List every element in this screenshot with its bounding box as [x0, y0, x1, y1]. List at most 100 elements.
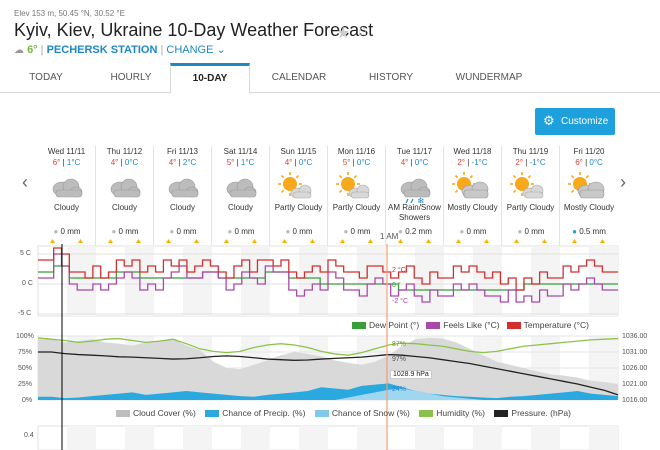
sun-markers — [444, 239, 502, 245]
day-name: Tue 11/17 — [396, 147, 433, 156]
legend-chance-snow[interactable]: Chance of Snow (%) — [331, 408, 410, 418]
day-high: 5° — [226, 158, 235, 167]
day-name: Wed 11/11 — [47, 147, 86, 156]
cursor-humidity-value: 87% — [392, 341, 407, 348]
chevron-down-icon[interactable]: ⌄ — [216, 44, 226, 56]
legend-humidity[interactable]: Humidity (%) — [436, 408, 485, 418]
cursor-cloud-value: 97% — [392, 356, 407, 363]
day-precip: ● 0.2 mm — [386, 227, 444, 236]
day-low: 1°C — [66, 158, 81, 167]
day-low: -1°C — [529, 158, 546, 167]
legend-feels-like[interactable]: Feels Like (°C) — [443, 320, 500, 330]
day-high: 4° — [284, 158, 293, 167]
sunrise-icon — [514, 239, 519, 243]
sunrise-icon — [398, 239, 403, 243]
next-days-arrow-icon[interactable]: › — [620, 172, 626, 192]
condition-icon — [38, 169, 95, 203]
legend-pressure[interactable]: Pressure. (hPa) — [511, 408, 571, 418]
day-condition: Cloudy — [228, 203, 253, 212]
forecast-day[interactable]: Sun 11/15 4° | 0°C Partly Cloudy ● 0 mm — [270, 146, 328, 246]
day-temps: 6° | 0°C — [575, 158, 603, 167]
tab-hourly[interactable]: HOURLY — [110, 72, 152, 83]
sunrise-icon — [50, 239, 55, 243]
day-high: 4° — [400, 158, 409, 167]
forecast-day[interactable]: Sat 11/14 5° | 1°C Cloudy ● 0 mm — [212, 146, 270, 246]
legend-temperature[interactable]: Temperature (°C) — [523, 320, 589, 330]
day-low: 1°C — [240, 158, 255, 167]
change-station-link[interactable]: CHANGE — [166, 44, 214, 56]
condition-icon — [154, 169, 211, 203]
cloud-icon — [226, 178, 257, 198]
series-area — [38, 337, 618, 400]
sunrise-icon — [282, 239, 287, 243]
sunrise-icon — [108, 239, 113, 243]
tab-today[interactable]: TODAY — [29, 72, 63, 83]
precip-amount: 0 mm — [292, 227, 313, 236]
day-temps: 6° | 1°C — [52, 158, 81, 167]
home-icon[interactable]: ⌂ — [358, 22, 368, 39]
rain-snow-icon: ❄ — [400, 178, 431, 206]
sunrise-icon — [456, 239, 461, 243]
sun-markers — [38, 239, 96, 245]
cursor-feels-value: -2 °C — [392, 298, 409, 305]
y-label-5: 5 C — [20, 250, 31, 257]
forecast-day[interactable]: Thu 11/12 4° | 0°C Cloudy ● 0 mm — [96, 146, 154, 246]
day-temps: 4° | 0°C — [284, 158, 313, 167]
temperature-legend: Dew Point (°) Feels Like (°C) Temperatur… — [352, 320, 589, 330]
day-high: 6° — [575, 158, 583, 167]
day-low: 2°C — [182, 158, 197, 167]
cursor-temp-value: 2 °C — [392, 267, 406, 274]
series-line — [38, 351, 619, 396]
day-precip: ● 0 mm — [502, 227, 560, 236]
sun-markers — [560, 239, 618, 245]
forecast-day[interactable]: Fri 11/13 4° | 2°C Cloudy ● 0 mm — [154, 146, 212, 246]
forecast-day[interactable]: Mon 11/16 5° | 0°C Partly Cloudy ● 0 mm — [328, 146, 386, 246]
day-condition: Partly Cloudy — [274, 203, 323, 212]
svg-text:❄: ❄ — [417, 196, 425, 203]
cloud-icon — [110, 178, 141, 198]
tab-10-day[interactable]: 10-DAY — [170, 63, 250, 94]
sunrise-icon — [572, 239, 577, 243]
forecast-day[interactable]: Wed 11/11 6° | 1°C Cloudy ● 0 mm — [38, 146, 96, 246]
day-name: Sat 11/14 — [223, 147, 258, 156]
forecast-day[interactable]: Thu 11/19 2° | -1°C Partly Cloudy ● 0 mm — [502, 146, 560, 246]
page-header: Elev 153 m, 50.45 °N, 30.52 °E Kyiv, Kie… — [0, 0, 660, 64]
condition-icon — [502, 169, 559, 203]
forecast-day[interactable]: Tue 11/17 4° | 0°C ❄ AM Rain/Snow Showers ● … — [386, 146, 444, 246]
day-name: Fri 11/13 — [167, 147, 198, 156]
precip-amount: 0.2 mm — [405, 227, 432, 236]
precip-amount: 0 mm — [234, 227, 255, 236]
customize-button[interactable]: ⚙ Customize — [535, 108, 615, 135]
tab-calendar[interactable]: CALENDAR — [271, 72, 327, 83]
tab-wundermap[interactable]: WUNDERMAP — [455, 72, 523, 83]
sunset-icon — [426, 239, 431, 243]
day-name: Thu 11/19 — [512, 147, 549, 156]
condition-icon — [444, 169, 501, 203]
previous-days-arrow-icon[interactable]: ‹ — [22, 172, 28, 192]
sunset-icon — [600, 239, 605, 243]
station-row: ☁ 6° | PECHERSK STATION | CHANGE ⌄ — [14, 44, 226, 56]
day-temps: 4° | 0°C — [110, 158, 139, 167]
y-right-1031: 1031.00 — [622, 349, 648, 356]
condition-icon — [212, 169, 269, 203]
partly-cloudy-icon — [336, 172, 370, 199]
legend-cloud-cover[interactable]: Cloud Cover (%) — [133, 408, 196, 418]
partly-cloudy-icon — [510, 172, 544, 199]
legend-chance-precip[interactable]: Chance of Precip. (%) — [222, 408, 306, 418]
legend-dew-point[interactable]: Dew Point (°) — [369, 320, 420, 330]
sunset-icon — [484, 239, 489, 243]
forecast-day[interactable]: Wed 11/18 2° | -1°C Mostly Cloudy ● 0 mm — [444, 146, 502, 246]
favorite-star-icon[interactable]: ★ — [336, 25, 351, 42]
station-name[interactable]: PECHERSK STATION — [46, 44, 158, 56]
cursor-precip-value: 24% — [392, 386, 407, 393]
day-high: 4° — [110, 158, 119, 167]
tab-history[interactable]: HISTORY — [368, 72, 414, 83]
sunrise-icon — [340, 239, 345, 243]
day-precip: ● 0 mm — [154, 227, 212, 236]
forecast-day[interactable]: Fri 11/20 6° | 0°C Mostly Cloudy ● 0.5 mm — [560, 146, 618, 246]
sun-markers — [212, 239, 270, 245]
raindrop-icon: ● — [285, 227, 291, 236]
y-label-0-4: 0.4 — [24, 432, 34, 439]
day-high: 6° — [52, 158, 61, 167]
day-precip: ● 0 mm — [328, 227, 386, 236]
